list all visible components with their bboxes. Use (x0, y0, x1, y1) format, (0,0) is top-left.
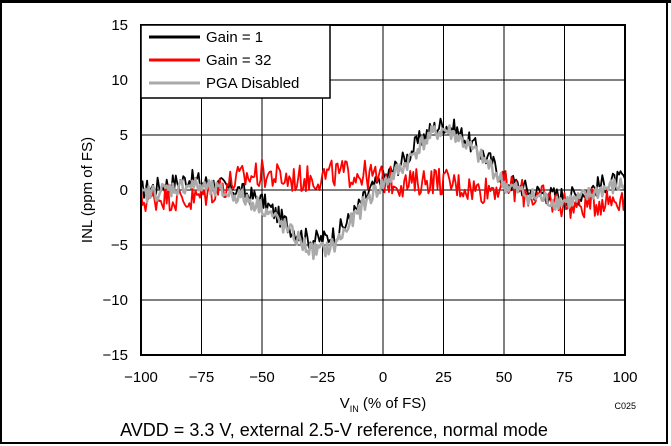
top-border (0, 0, 671, 3)
legend-label: Gain = 1 (206, 29, 263, 46)
y-tick-labels: 15 10 5 0 −5 −10 −15 (103, 17, 128, 364)
legend-label: PGA Disabled (206, 75, 299, 92)
x-axis-label: VIN (% of FS) (340, 395, 427, 414)
x-tick-label: −75 (189, 369, 214, 386)
x-tick-label: 100 (612, 369, 637, 386)
y-tick-label: 5 (120, 127, 128, 144)
series-line-2 (139, 124, 627, 261)
x-tick-label: 0 (379, 369, 387, 386)
y-tick-label: 0 (120, 182, 128, 199)
x-tick-label: 75 (556, 369, 573, 386)
y-tick-label: −5 (111, 237, 128, 254)
x-axis-label-sub: IN (350, 404, 359, 414)
caption: AVDD = 3.3 V, external 2.5-V reference, … (120, 420, 548, 440)
x-tick-label: 25 (435, 369, 452, 386)
series-layer (139, 117, 627, 261)
y-tick-label: 10 (111, 72, 128, 89)
chart-code: C025 (614, 401, 636, 411)
y-tick-label: −10 (103, 292, 128, 309)
legend: Gain = 1 Gain = 32 PGA Disabled (140, 24, 331, 99)
x-tick-label: −50 (249, 369, 274, 386)
x-tick-labels: −100 −75 −50 −25 0 25 50 75 100 (124, 369, 637, 386)
x-tick-label: −100 (124, 369, 158, 386)
y-axis-label: INL (ppm of FS) (79, 137, 96, 243)
plot-border (140, 24, 626, 356)
y-tick-label: −15 (103, 347, 128, 364)
x-tick-label: 50 (496, 369, 513, 386)
x-tick-label: −25 (310, 369, 335, 386)
x-axis-label-main: V (340, 395, 350, 412)
y-tick-label: 15 (111, 17, 128, 34)
legend-label: Gain = 32 (206, 52, 271, 69)
x-axis-label-rest: (% of FS) (359, 395, 427, 412)
